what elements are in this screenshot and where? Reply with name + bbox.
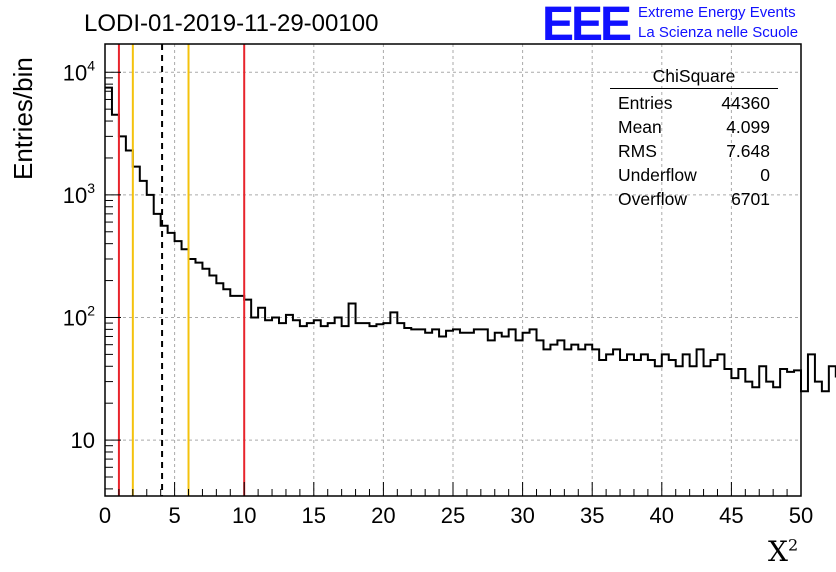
stats-row-rms: RMS 7.648 — [618, 141, 770, 161]
x-tick-label: 20 — [371, 503, 395, 528]
x-tick-label: 40 — [650, 503, 674, 528]
logo-line-1: Extreme Energy Events — [638, 4, 796, 21]
logo-line-2: La Scienza nelle Scuole — [638, 24, 799, 41]
y-tick-label: 102 — [63, 302, 95, 330]
stats-box: ChiSquare Entries 44360 Mean 4.099 RMS 7.64… — [610, 66, 778, 211]
stats-row-mean: Mean 4.099 — [618, 117, 770, 137]
x-tick-label: 30 — [510, 503, 534, 528]
x-tick-label: 0 — [99, 503, 111, 528]
x-tick-label: 5 — [168, 503, 180, 528]
x-tick-label: 10 — [232, 503, 256, 528]
x-tick-label: 25 — [441, 503, 465, 528]
x-tick-label: 50 — [789, 503, 813, 528]
x-tick-label: 35 — [580, 503, 604, 528]
x-tick-label: 15 — [302, 503, 326, 528]
eee-logo: EEE — [542, 0, 632, 51]
stats-row-overflow: Overflow 6701 — [618, 189, 770, 209]
stats-row-underflow: Underflow 0 — [618, 165, 770, 185]
histogram-line — [105, 86, 836, 393]
y-axis-label: Entries/bin — [8, 57, 38, 180]
chart-title: LODI-01-2019-11-29-00100 — [84, 10, 379, 37]
x-axis-label: X2 — [768, 535, 799, 568]
y-tick-label: 10 — [71, 428, 95, 453]
y-tick-label: 104 — [63, 57, 95, 85]
y-tick-label: 103 — [63, 180, 95, 208]
stats-box-title: ChiSquare — [610, 66, 778, 89]
stats-row-entries: Entries 44360 — [618, 93, 770, 113]
x-tick-label: 45 — [719, 503, 743, 528]
